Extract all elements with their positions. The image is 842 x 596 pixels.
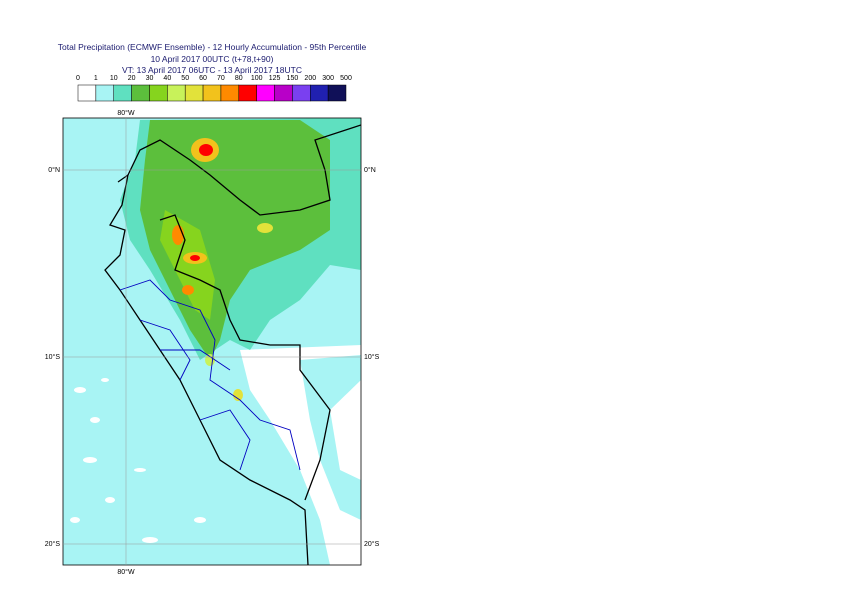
title-line: 10 April 2017 00UTC (t+78,t+90) <box>151 54 274 64</box>
rain-cell <box>182 285 194 295</box>
legend-swatch <box>95 84 114 102</box>
legend-label: 10 <box>110 75 118 82</box>
regions <box>119 279 301 471</box>
lat-label: 20°S <box>45 540 61 548</box>
legend-label: 300 <box>322 75 334 82</box>
title-line: VT: 13 April 2017 06UTC - 13 April 2017 … <box>122 65 302 75</box>
legend-label: 50 <box>181 75 189 82</box>
legend-swatch <box>167 84 186 102</box>
rain-cell <box>257 223 273 233</box>
legend-label: 70 <box>217 75 225 82</box>
lat-label: 0°N <box>48 166 60 174</box>
lon-label: 80°W <box>117 568 135 576</box>
graticule <box>63 118 361 565</box>
legend-label: 60 <box>199 75 207 82</box>
legend-label: 100 <box>251 75 263 82</box>
lat-label: 10°S <box>364 353 380 361</box>
legend-swatch <box>310 84 329 102</box>
rain-cell <box>172 225 184 245</box>
lat-label: 0°N <box>364 166 376 174</box>
legend-label: 500 <box>340 75 352 82</box>
legend-label: 40 <box>163 75 171 82</box>
legend-swatch <box>327 84 347 102</box>
legend: 0 1 10 20 30 40 50 60 70 80 100 125 150 200 300 500 <box>76 75 352 102</box>
legend-swatch <box>131 84 150 102</box>
legend-label: 1 <box>94 75 98 82</box>
legend-swatch <box>274 84 293 102</box>
legend-swatch <box>149 84 168 102</box>
title-line: Total Precipitation (ECMWF Ensemble) - 1… <box>58 42 367 52</box>
legend-swatch <box>238 84 257 102</box>
rain-cell <box>205 354 215 366</box>
map-frame <box>62 117 362 566</box>
rain-area <box>63 420 320 565</box>
rain-cell <box>190 255 200 261</box>
legend-swatch <box>77 84 97 102</box>
legend-label: 150 <box>287 75 299 82</box>
rain-cell <box>199 144 213 156</box>
legend-swatch <box>202 84 222 102</box>
rain-area <box>300 355 361 520</box>
legend-swatch <box>113 84 132 102</box>
map: 80°W 80°W 0°N 0°N 10°S 10°S 20°S 20°S <box>45 109 380 576</box>
lat-label: 10°S <box>45 353 61 361</box>
rain-area <box>140 120 330 360</box>
legend-swatch <box>292 84 311 102</box>
legend-label: 125 <box>269 75 281 82</box>
lat-label: 20°S <box>364 540 380 548</box>
legend-swatch <box>256 84 275 102</box>
legend-label: 80 <box>235 75 243 82</box>
dry-patches <box>70 378 206 543</box>
lon-label: 80°W <box>117 109 135 117</box>
legend-swatch <box>184 84 204 102</box>
legend-label: 0 <box>76 75 80 82</box>
legend-label: 20 <box>128 75 136 82</box>
legend-label: 200 <box>304 75 316 82</box>
legend-label: 30 <box>146 75 154 82</box>
rain-cell <box>233 389 243 401</box>
legend-swatch <box>220 84 240 102</box>
